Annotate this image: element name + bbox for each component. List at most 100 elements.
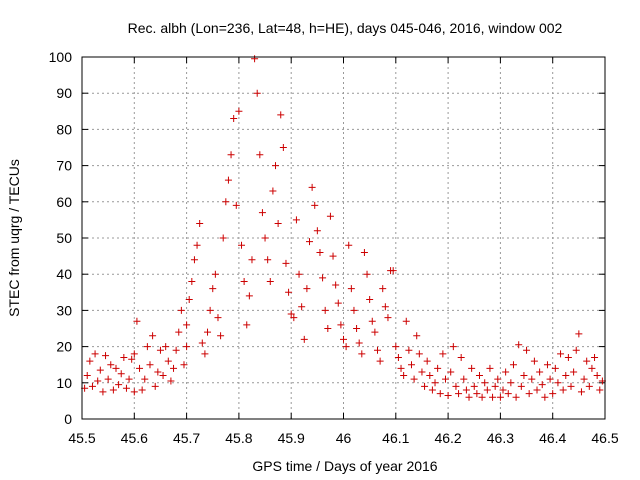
data-point bbox=[428, 386, 436, 394]
data-point bbox=[452, 382, 460, 390]
data-point bbox=[368, 317, 376, 325]
data-point bbox=[128, 355, 136, 363]
data-point bbox=[217, 332, 225, 340]
data-point bbox=[543, 361, 551, 369]
data-point bbox=[559, 386, 567, 394]
data-point bbox=[502, 368, 510, 376]
data-point bbox=[300, 335, 308, 343]
data-point bbox=[196, 220, 204, 228]
data-point bbox=[329, 252, 337, 260]
data-point bbox=[102, 352, 110, 360]
data-point bbox=[298, 303, 306, 311]
data-point bbox=[405, 346, 413, 354]
data-point bbox=[308, 183, 316, 191]
data-point bbox=[311, 201, 319, 209]
data-point bbox=[183, 321, 191, 329]
x-tick-label: 45.7 bbox=[173, 430, 200, 446]
data-point bbox=[162, 343, 170, 351]
data-point bbox=[266, 277, 274, 285]
data-point bbox=[316, 248, 324, 256]
data-point bbox=[143, 343, 151, 351]
data-point bbox=[444, 391, 452, 399]
data-point bbox=[248, 256, 256, 264]
data-point bbox=[201, 350, 209, 358]
data-point bbox=[164, 357, 172, 365]
data-point bbox=[198, 339, 206, 347]
data-point bbox=[149, 332, 157, 340]
data-point bbox=[133, 317, 141, 325]
data-point bbox=[455, 390, 463, 398]
data-point bbox=[355, 339, 363, 347]
data-point bbox=[183, 343, 191, 351]
data-point bbox=[481, 379, 489, 387]
data-point bbox=[172, 346, 180, 354]
data-point bbox=[389, 267, 397, 275]
data-point bbox=[551, 364, 559, 372]
data-point bbox=[580, 375, 588, 383]
data-point bbox=[209, 285, 217, 293]
y-tick-label: 100 bbox=[49, 49, 73, 65]
data-point bbox=[499, 386, 507, 394]
data-point bbox=[366, 296, 374, 304]
data-point bbox=[345, 241, 353, 249]
data-point bbox=[222, 198, 230, 206]
data-point bbox=[538, 381, 546, 389]
data-point bbox=[577, 388, 585, 396]
data-point bbox=[347, 285, 355, 293]
data-point bbox=[159, 372, 167, 380]
x-axis-label: GPS time / Days of year 2016 bbox=[252, 458, 437, 474]
data-point bbox=[478, 393, 486, 401]
data-point bbox=[324, 325, 332, 332]
data-point bbox=[219, 234, 227, 242]
data-point bbox=[483, 386, 491, 394]
data-point bbox=[504, 390, 512, 398]
data-point bbox=[423, 357, 431, 365]
data-point bbox=[530, 357, 538, 365]
data-point bbox=[470, 382, 478, 390]
data-point bbox=[486, 364, 494, 372]
data-point bbox=[125, 375, 133, 383]
y-tick-label: 50 bbox=[56, 230, 72, 246]
y-tick-label: 60 bbox=[56, 194, 72, 210]
data-point bbox=[334, 299, 342, 307]
data-point bbox=[449, 343, 457, 351]
data-point bbox=[462, 386, 470, 394]
data-point bbox=[426, 372, 434, 380]
data-point bbox=[224, 176, 232, 184]
data-point bbox=[549, 390, 557, 398]
data-point bbox=[326, 212, 334, 220]
data-point bbox=[180, 361, 188, 369]
data-point bbox=[175, 328, 183, 336]
data-point bbox=[489, 393, 497, 401]
data-point bbox=[232, 201, 240, 209]
data-point bbox=[413, 332, 421, 340]
data-point bbox=[211, 270, 219, 278]
data-point bbox=[562, 372, 570, 380]
data-point bbox=[593, 372, 601, 380]
data-point bbox=[120, 353, 128, 361]
data-point bbox=[588, 364, 596, 372]
data-point bbox=[350, 306, 358, 314]
data-point bbox=[536, 368, 544, 376]
data-point bbox=[122, 384, 130, 392]
data-point bbox=[83, 372, 91, 380]
data-point bbox=[146, 361, 154, 369]
data-point bbox=[371, 328, 379, 336]
data-point bbox=[353, 325, 361, 332]
data-point bbox=[342, 343, 350, 351]
data-point bbox=[507, 379, 515, 387]
data-point bbox=[421, 382, 429, 390]
y-tick-label: 20 bbox=[56, 339, 72, 355]
data-point bbox=[392, 343, 400, 351]
data-point bbox=[457, 353, 465, 361]
data-point bbox=[240, 277, 248, 285]
data-point bbox=[282, 259, 290, 267]
data-point bbox=[418, 368, 426, 376]
data-point bbox=[436, 390, 444, 398]
x-tick-label: 46.5 bbox=[591, 430, 618, 446]
data-point bbox=[431, 379, 439, 387]
data-point bbox=[363, 270, 371, 278]
data-point bbox=[261, 234, 269, 242]
data-point bbox=[238, 241, 246, 249]
x-tick-label: 45.6 bbox=[121, 430, 148, 446]
